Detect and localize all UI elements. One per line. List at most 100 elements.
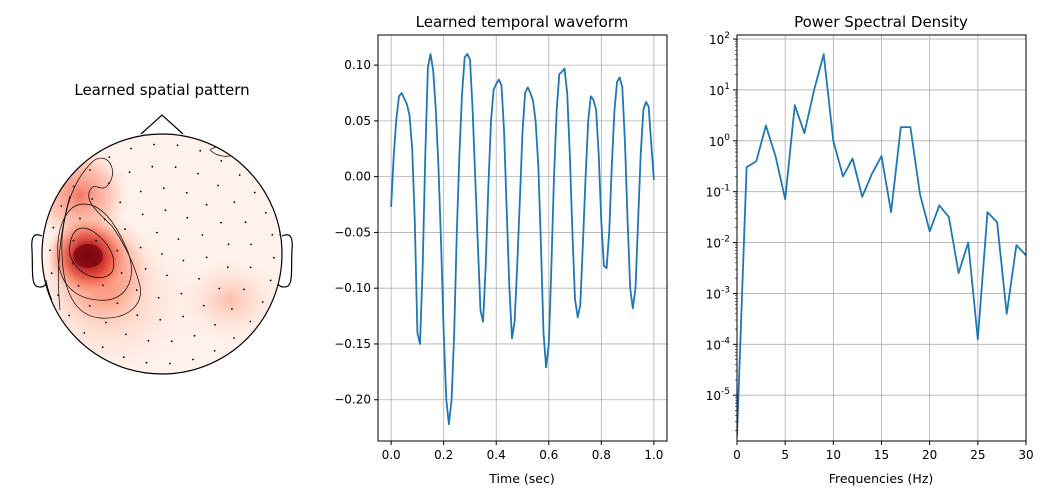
sensor-point [128, 171, 131, 174]
sensor-point [177, 238, 180, 241]
sensor-point [273, 256, 275, 259]
sensor-point [68, 314, 71, 317]
psd-ticks: 0 5 10 15 20 25 30 102 101 100 10-1 10-2 10-3 10-4 10-… [706, 31, 1034, 462]
psd-xtick-label: 0 [733, 448, 741, 462]
sensor-point [162, 187, 165, 190]
sensor-point [108, 156, 111, 159]
sensor-point [144, 268, 147, 270]
waveform-ticks: 0.0 0.2 0.4 0.6 0.8 1.0 0.10 0.05 0.00 −0.05 −0.10… [334, 58, 663, 462]
waveform-ytick-label: 0.00 [344, 170, 371, 184]
sensor-point [125, 333, 127, 336]
sensor-point [166, 274, 168, 277]
sensor-point [205, 203, 208, 206]
sensor-point [120, 272, 123, 274]
sensor-point [119, 201, 122, 204]
sensor-point [193, 334, 196, 337]
waveform-xtick-label: 1.0 [644, 448, 663, 462]
sensor-point [233, 337, 236, 339]
psd-series-line [737, 53, 1026, 436]
sensor-point [164, 209, 167, 212]
sensor-point [185, 191, 188, 194]
sensor-point [72, 239, 75, 242]
sensor-point [124, 228, 126, 231]
sensor-point [102, 284, 104, 287]
head-nose [140, 114, 184, 135]
sensor-point [186, 216, 189, 219]
sensor-point [198, 277, 200, 280]
sensor-point [89, 169, 91, 171]
sensor-point [159, 318, 162, 321]
sensor-point [145, 361, 148, 364]
sensor-point [170, 340, 173, 343]
waveform-ytick-label: −0.10 [334, 281, 371, 295]
waveform-panel: Learned temporal waveform 0.0 0.2 0.4 0.6 0.… [334, 13, 668, 486]
sensor-point [169, 362, 171, 365]
sensor-point [199, 149, 202, 152]
waveform-ytick-label: −0.05 [334, 225, 371, 239]
psd-xlabel: Frequencies (Hz) [829, 471, 934, 486]
sensor-point [269, 279, 272, 282]
waveform-ytick-label: −0.15 [334, 337, 371, 351]
spatial-pattern-panel: Learned spatial pattern [31, 81, 293, 375]
sensor-point [77, 284, 80, 287]
sensor-point [197, 172, 200, 175]
sensor-point [174, 166, 177, 169]
psd-ytick-label: 102 [709, 31, 730, 47]
sensor-point [156, 231, 158, 234]
sensor-point [116, 249, 119, 252]
sensor-point [88, 305, 91, 307]
sensor-point [136, 314, 139, 317]
psd-panel: Power Spectral Density 0 5 10 15 20 25 30 102 10… [706, 13, 1034, 486]
head-ear-right [277, 234, 293, 288]
sensor-point [105, 321, 107, 324]
topomap-title: Learned spatial pattern [74, 81, 249, 99]
sensor-point [161, 253, 163, 255]
sensor-point [214, 323, 216, 326]
sensor-point [94, 262, 97, 265]
psd-ytick-label: 10-5 [706, 387, 730, 403]
psd-ytick-label: 101 [709, 82, 730, 98]
psd-xtick-label: 20 [922, 448, 937, 462]
sensor-point [271, 233, 274, 236]
sensor-point [226, 266, 229, 269]
sensor-point [182, 315, 185, 318]
psd-title: Power Spectral Density [794, 13, 968, 31]
sensor-point [153, 143, 156, 146]
psd-xtick-label: 25 [970, 448, 985, 462]
psd-ytick-label: 10-3 [706, 285, 730, 301]
psd-xtick-label: 10 [826, 448, 841, 462]
sensor-point [83, 332, 86, 334]
topomap-sensors [49, 143, 275, 365]
topomap-heatmap [42, 134, 282, 374]
sensor-point [238, 174, 241, 176]
sensor-point [50, 272, 53, 275]
waveform-axes-frame [377, 34, 668, 442]
sensor-point [233, 201, 236, 204]
sensor-point [218, 287, 221, 290]
sensor-point [130, 147, 132, 150]
waveform-series-line [390, 53, 655, 426]
sensor-point [227, 243, 230, 246]
sensor-point [213, 350, 216, 352]
psd-xtick-label: 15 [874, 448, 889, 462]
sensor-point [249, 320, 252, 323]
psd-ytick-label: 10-4 [706, 336, 731, 352]
sensor-point [205, 256, 208, 259]
sensor-point [72, 262, 74, 265]
sensor-point [95, 239, 98, 242]
psd-ytick-label: 100 [709, 133, 730, 149]
waveform-title: Learned temporal waveform [416, 13, 629, 31]
sensor-point [60, 205, 63, 207]
waveform-gridlines [378, 35, 667, 441]
sensor-point [231, 308, 233, 310]
topomap-contours [45, 146, 281, 319]
sensor-point [122, 356, 125, 359]
sensor-point [139, 246, 142, 249]
waveform-ytick-label: 0.10 [344, 58, 371, 72]
sensor-point [49, 249, 51, 252]
sensor-point [101, 346, 104, 348]
sensor-point [250, 243, 253, 246]
sensor-point [180, 292, 183, 295]
waveform-xtick-label: 0.8 [592, 448, 611, 462]
sensor-point [264, 211, 267, 214]
